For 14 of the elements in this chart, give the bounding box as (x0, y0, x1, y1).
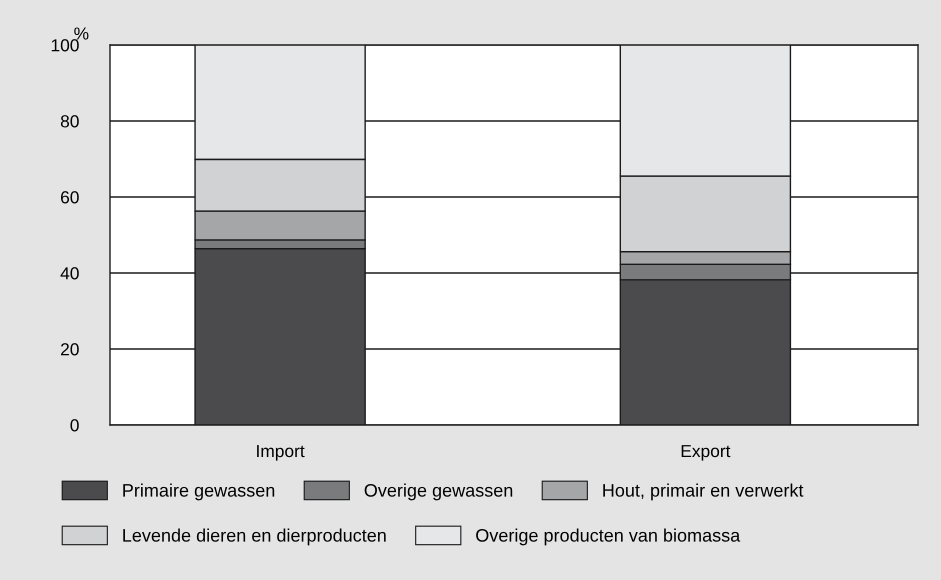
y-tick-label: 60 (61, 191, 79, 204)
x-tick-label: Export (682, 445, 730, 461)
legend-label: Overige producten van biomassa (476, 528, 740, 546)
y-axis-title: % (74, 27, 88, 40)
legend-label: Primaire gewassen (123, 483, 274, 500)
y-tick-label: 40 (60, 267, 79, 280)
y-tick-label: 20 (61, 343, 79, 356)
legend-label: Hout, primair en verwerkt (603, 483, 804, 500)
x-tick-label: Import (257, 445, 305, 461)
y-tick-label: 100 (52, 39, 79, 52)
legend-label: Levende dieren en dierproducten (123, 528, 386, 546)
y-tick-label: 80 (60, 115, 79, 128)
y-tick-label: 0 (70, 419, 79, 432)
legend-label: Overige gewassen (364, 483, 512, 500)
